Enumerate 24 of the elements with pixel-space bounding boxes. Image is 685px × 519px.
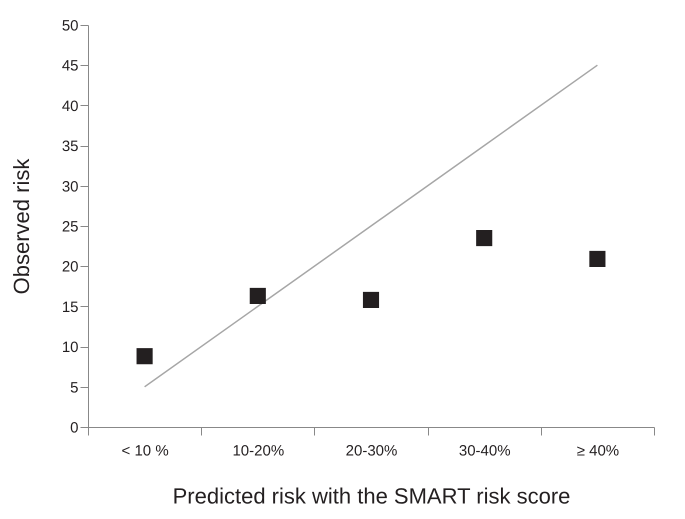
point bbox=[136, 348, 153, 364]
y-tick-label: 25 bbox=[62, 218, 78, 236]
y-tick-label: 50 bbox=[62, 18, 78, 34]
x-tick-label: 10-20% bbox=[232, 442, 284, 460]
point bbox=[362, 292, 380, 308]
x-tick-label: 30-40% bbox=[458, 442, 511, 460]
y-axis-title: Observed risk bbox=[8, 158, 34, 294]
point bbox=[589, 250, 606, 268]
y-tick-label: 10 bbox=[62, 339, 78, 356]
y-tick-label: 0 bbox=[70, 420, 78, 436]
y-tick-label: 30 bbox=[62, 178, 78, 196]
point bbox=[476, 230, 492, 246]
x-axis-title: Predicted risk with the SMART risk score bbox=[172, 484, 570, 508]
y-tick-label: 40 bbox=[62, 98, 78, 115]
x-tick-label: ≥ 40% bbox=[576, 442, 620, 460]
y-tick-label: 45 bbox=[62, 58, 78, 75]
y-tick-label: 35 bbox=[62, 138, 78, 156]
y-tick-label: 5 bbox=[70, 379, 78, 396]
y-tick-label: 20 bbox=[62, 258, 78, 276]
line-series bbox=[144, 64, 598, 388]
point bbox=[250, 288, 266, 304]
y-tick-label: 15 bbox=[62, 298, 78, 316]
x-tick-label: 20-30% bbox=[346, 442, 398, 460]
x-tick-label: < 10 % bbox=[122, 442, 169, 460]
